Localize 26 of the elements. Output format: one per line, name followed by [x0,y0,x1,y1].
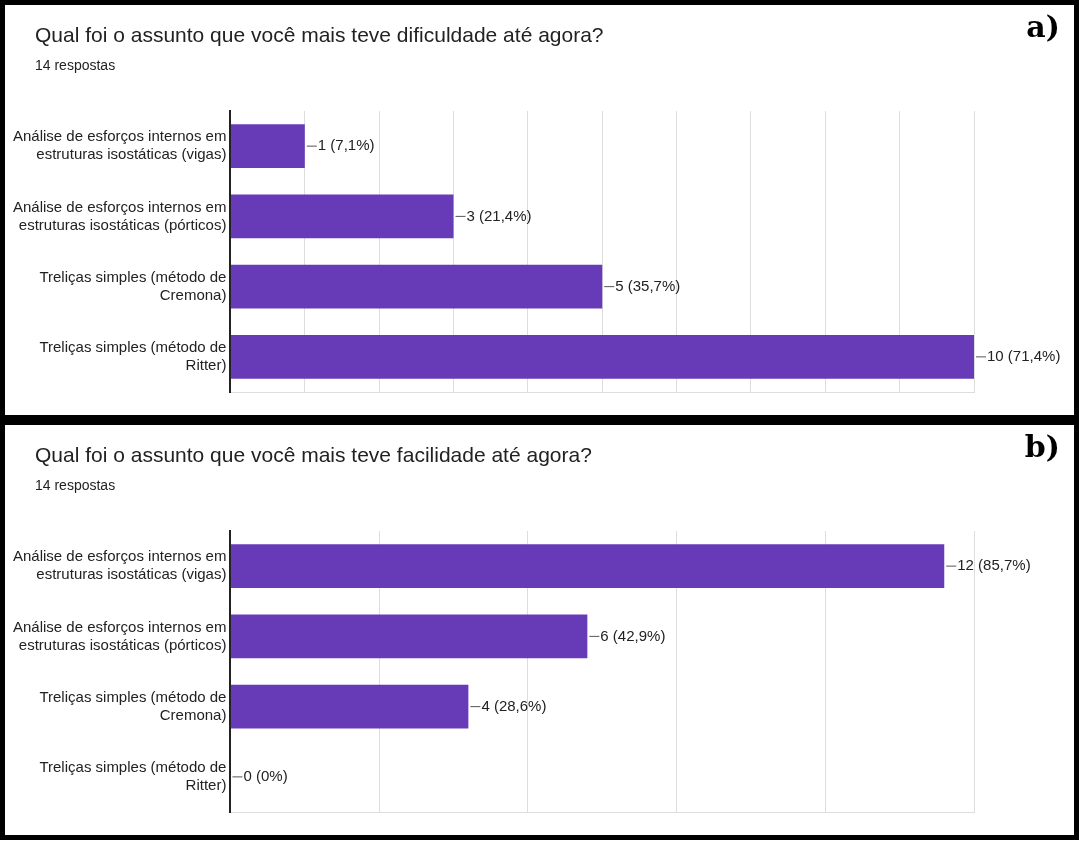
data-label: 0 (0%) [243,767,288,785]
y-tick-label: Análise de esforços internos em estruturas isostáticas (pórticos) [12,617,227,653]
data-label: 10 (71,4%) [987,347,1061,365]
y-tick-label: Treliças simples (método de Ritter) [39,338,227,374]
text: b) [1024,429,1060,464]
chart-title: Qual foi o assunto que você mais teve facilidade até agora? [35,443,592,467]
y-tick-label: Treliças simples (método de Cremona) [39,267,227,303]
data-label: 1 (7,1%) [317,136,375,154]
y-tick-label: Treliças simples (método de Ritter) [39,758,227,794]
text: 14 respostas [35,57,116,73]
text: 14 respostas [35,477,116,493]
data-label: 4 (28,6%) [481,696,547,714]
y-tick-label: Análise de esforços internos em estruturas isostáticas (pórticos) [12,197,227,233]
data-label: 12 (85,7%) [957,556,1031,574]
y-tick-label: Treliças simples (método de Cremona) [39,687,227,723]
data-label: 3 (21,4%) [466,206,532,224]
bar [230,124,305,168]
bar [230,194,454,239]
text: a) [1026,9,1060,44]
bar [230,264,603,309]
bar [230,335,974,379]
data-label: 5 (35,7%) [615,276,681,294]
y-tick-label: Análise de esforços internos em estruturas isostáticas (vigas) [12,547,227,583]
chart-title: Qual foi o assunto que você mais teve dificuldade até agora? [35,23,604,47]
y-tick-label: Análise de esforços internos em estruturas isostáticas (vigas) [12,127,227,163]
data-label: 6 (42,9%) [600,626,666,644]
